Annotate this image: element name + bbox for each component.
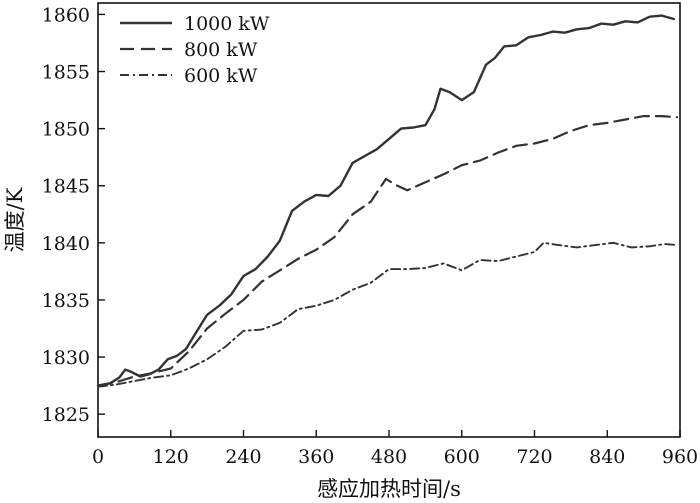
legend-label: 800 kW	[184, 39, 258, 61]
x-tick-label: 840	[589, 446, 625, 468]
y-tick-label: 1835	[42, 290, 90, 312]
x-tick-label: 480	[371, 446, 407, 468]
legend-label: 600 kW	[184, 65, 258, 87]
series-line	[97, 241, 678, 388]
x-tick-label: 960	[662, 446, 698, 468]
x-tick-label: 240	[225, 446, 261, 468]
y-tick-label: 1825	[42, 404, 90, 426]
x-tick-label: 600	[444, 446, 480, 468]
y-tick-label: 1850	[42, 119, 90, 141]
legend-label: 1000 kW	[184, 13, 270, 35]
y-tick-label: 1855	[42, 62, 90, 84]
series-layer	[96, 14, 679, 388]
y-tick-label: 1860	[42, 4, 90, 26]
x-axis-title: 感应加热时间/s	[317, 477, 461, 501]
x-tick-label: 120	[153, 446, 189, 468]
series-line	[96, 114, 679, 387]
series-line	[96, 14, 676, 387]
y-tick-label: 1840	[42, 233, 90, 255]
y-tick-label: 1830	[42, 347, 90, 369]
x-axis-ticks: 0 120 240 360 480 600 720 840 960	[92, 430, 698, 468]
y-axis-ticks: 1825 1830 1835 1840 1845 1850 1855 1860	[42, 4, 105, 426]
y-tick-label: 1845	[42, 176, 90, 198]
x-tick-label: 0	[92, 446, 104, 468]
legend: 1000 kW 800 kW 600 kW	[120, 13, 270, 87]
x-tick-label: 360	[298, 446, 334, 468]
y-axis-title: 温度/K	[3, 187, 27, 252]
x-tick-label: 720	[516, 446, 552, 468]
